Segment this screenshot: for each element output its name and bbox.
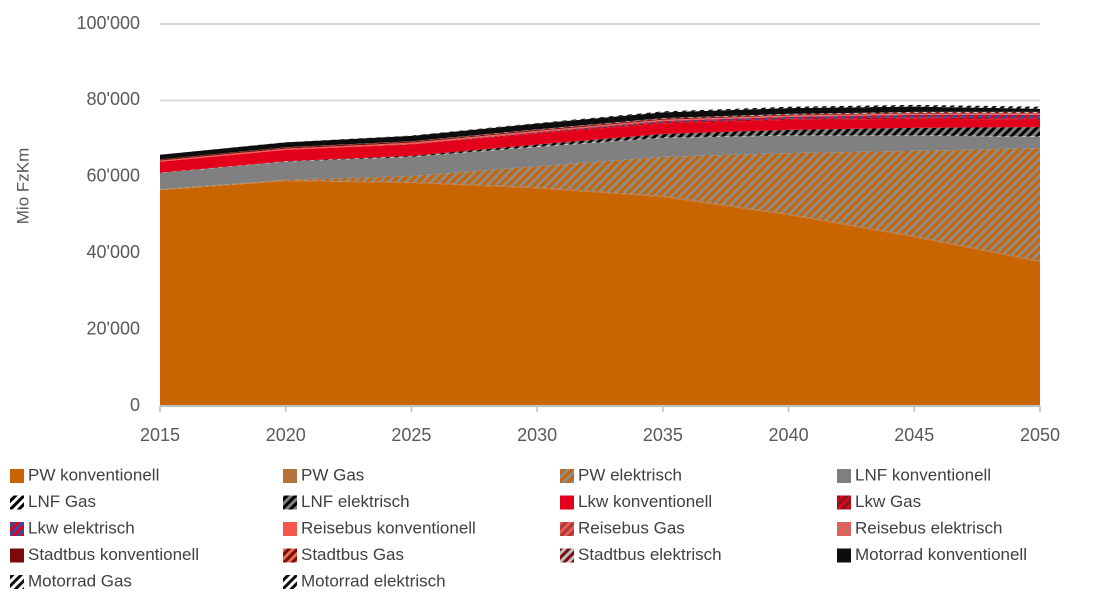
legend-swatch: [837, 495, 851, 510]
legend-swatch: [10, 548, 24, 563]
y-tick-label: 0: [130, 395, 140, 415]
legend-label: Lkw elektrisch: [28, 518, 135, 537]
legend-label: LNF konventionell: [855, 465, 991, 484]
legend-label: LNF Gas: [28, 492, 96, 511]
legend-swatch: [283, 495, 297, 510]
area: [160, 118, 1040, 173]
legend-label: PW konventionell: [28, 465, 159, 484]
y-axis-label: Mio FzKm: [13, 148, 32, 225]
x-tick-label: 2035: [643, 425, 683, 445]
x-tick-label: 2025: [391, 425, 431, 445]
legend-swatch: [283, 548, 297, 563]
legend-label: Reisebus elektrisch: [855, 518, 1002, 537]
legend-swatch: [560, 469, 574, 483]
legend-label: Reisebus Gas: [578, 518, 685, 537]
legend-swatch: [283, 469, 297, 483]
area: [160, 127, 1040, 173]
area: [160, 148, 1040, 261]
legend-swatch: [837, 469, 851, 483]
legend-label: Lkw Gas: [855, 492, 921, 511]
legend-label: Motorrad elektrisch: [301, 571, 446, 590]
area: [160, 106, 1040, 160]
legend-swatch: [10, 575, 24, 589]
legend-label: Stadtbus konventionell: [28, 545, 199, 564]
x-tick-label: 2030: [517, 425, 557, 445]
area: [160, 135, 1040, 190]
legend-label: LNF elektrisch: [301, 492, 410, 511]
y-tick-label: 80'000: [87, 89, 141, 109]
legend-label: Stadtbus elektrisch: [578, 545, 722, 564]
legend-swatch: [10, 469, 24, 483]
legend-label: Motorrad Gas: [28, 571, 132, 590]
x-tick-label: 2050: [1020, 425, 1060, 445]
legend-label: Stadtbus Gas: [301, 545, 404, 564]
area: [160, 181, 1040, 406]
legend-label: Lkw konventionell: [578, 492, 712, 511]
legend-label: PW elektrisch: [578, 465, 682, 484]
legend-label: Motorrad konventionell: [855, 545, 1027, 564]
y-tick-label: 60'000: [87, 166, 141, 186]
legend-swatch: [10, 522, 24, 536]
legend-swatch: [283, 575, 297, 589]
legend-swatch: [837, 548, 851, 563]
y-tick-label: 40'000: [87, 242, 141, 262]
legend-swatch: [560, 522, 574, 536]
legend-swatch: [10, 495, 24, 510]
y-tick-label: 100'000: [76, 13, 140, 33]
x-tick-label: 2040: [769, 425, 809, 445]
legend-swatch: [283, 522, 297, 536]
x-tick-label: 2045: [894, 425, 934, 445]
legend-swatch: [560, 495, 574, 510]
x-tick-label: 2015: [140, 425, 180, 445]
legend-label: PW Gas: [301, 465, 364, 484]
legend-label: Reisebus konventionell: [301, 518, 476, 537]
y-tick-label: 20'000: [87, 318, 141, 338]
legend-swatch: [837, 522, 851, 536]
x-tick-label: 2020: [266, 425, 306, 445]
legend-swatch: [560, 548, 574, 563]
